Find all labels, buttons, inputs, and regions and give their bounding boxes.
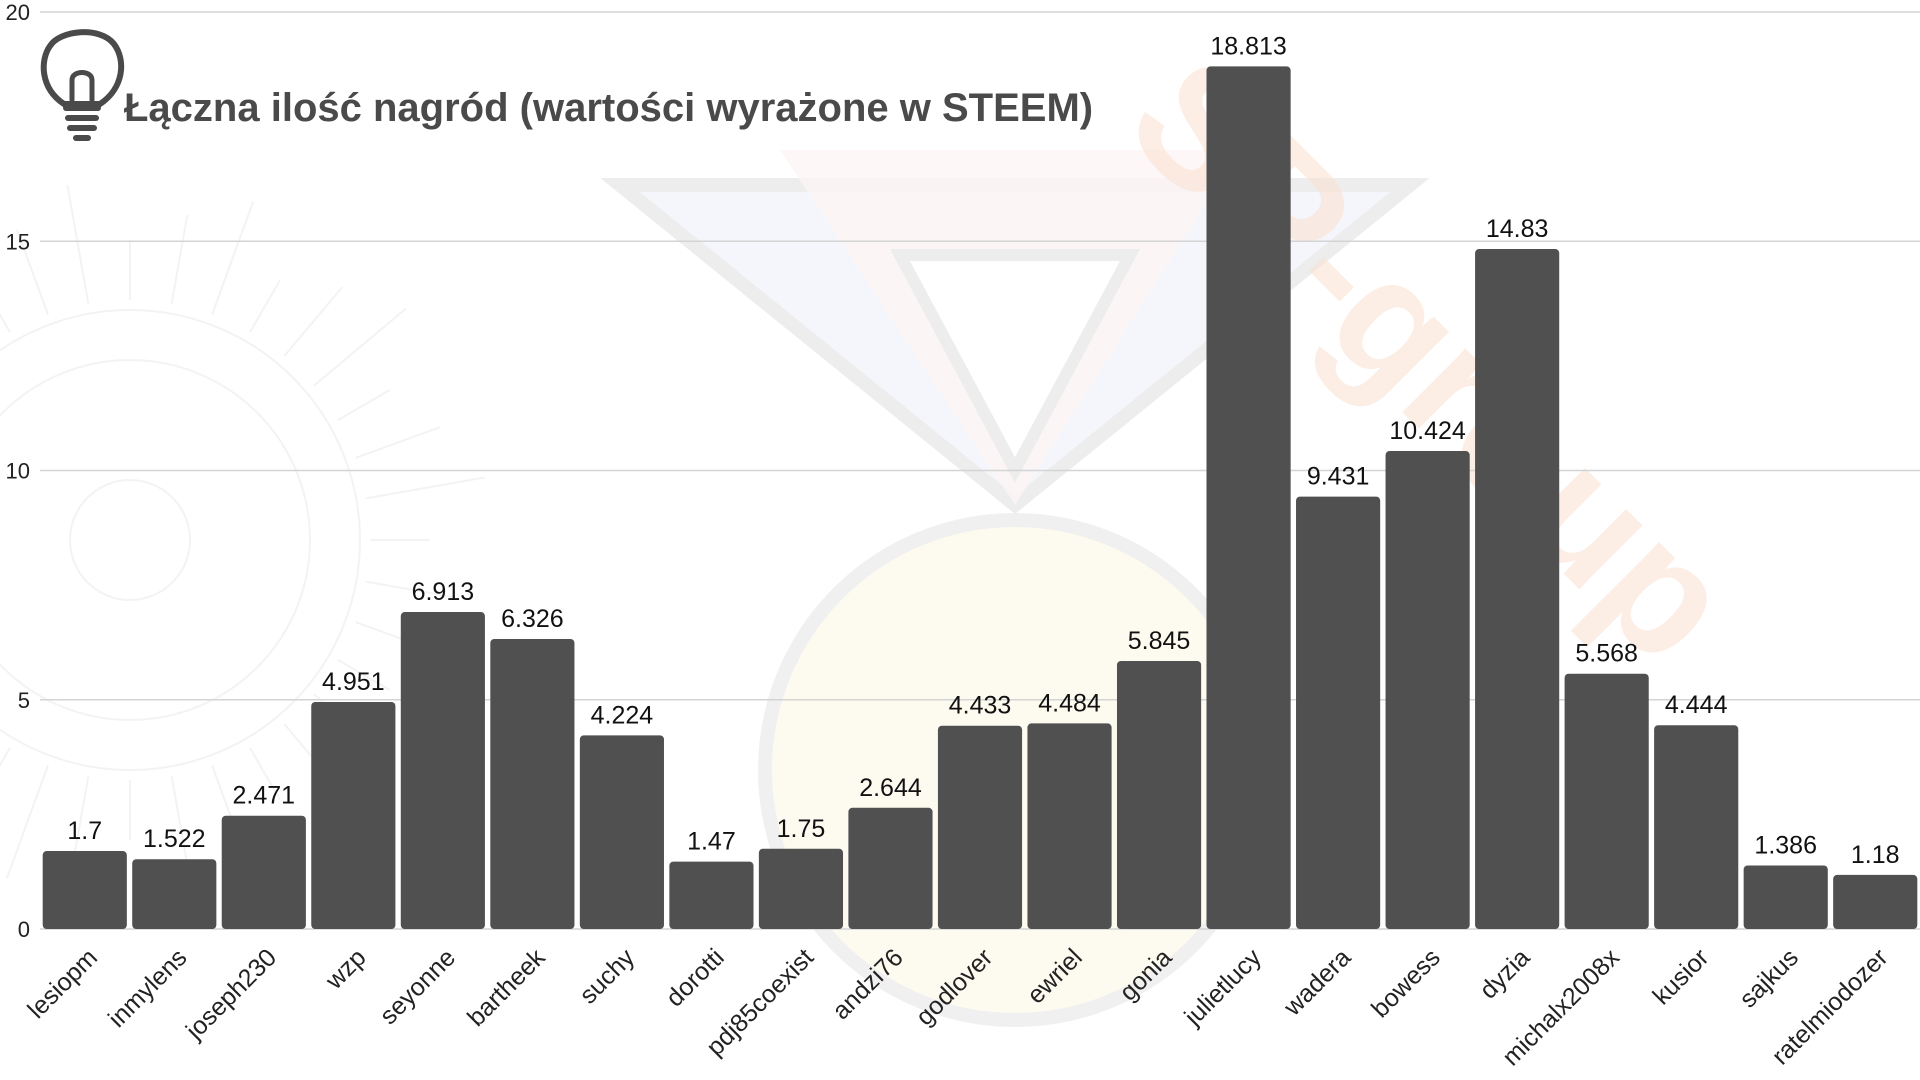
- lightbulb-icon: [40, 29, 125, 141]
- bar-lesiopm: [42, 851, 127, 929]
- value-label: 10.424: [1389, 417, 1466, 445]
- category-label: lesiopm: [22, 943, 103, 1024]
- value-label: 6.913: [412, 578, 475, 606]
- bar-wadera: [1296, 496, 1381, 929]
- value-label: 2.471: [233, 782, 296, 810]
- value-label: 2.644: [859, 774, 922, 802]
- bar-julietlucy: [1206, 66, 1291, 929]
- value-label: 1.522: [143, 825, 206, 853]
- value-label: 4.951: [322, 668, 385, 696]
- bar-inmylens: [132, 859, 217, 929]
- category-label: bowess: [1366, 943, 1446, 1023]
- y-tick-label: 15: [6, 229, 30, 254]
- bar-gonia: [1116, 661, 1202, 929]
- bar-kusior: [1654, 725, 1739, 929]
- y-tick-label: 10: [6, 459, 30, 484]
- category-label: seyonne: [374, 943, 461, 1030]
- bar-bowess: [1385, 451, 1470, 929]
- value-label: 4.444: [1665, 691, 1728, 719]
- y-tick-label: 5: [18, 688, 30, 713]
- value-label: 4.224: [591, 701, 654, 729]
- bar-ratelmiodozer: [1833, 874, 1918, 929]
- bar-suchy: [579, 735, 664, 929]
- value-label: 1.75: [777, 815, 826, 843]
- value-labels: 1.7 1.522 2.471 4.951 6.913 6.326 4.224 1.47 1.7…: [67, 32, 1899, 868]
- bars: [42, 66, 1918, 929]
- value-label: 1.386: [1754, 831, 1817, 859]
- value-label: 4.484: [1038, 689, 1101, 717]
- value-label: 5.568: [1575, 640, 1638, 668]
- value-label: 1.47: [687, 828, 736, 856]
- bar-joseph230: [221, 815, 306, 929]
- value-label: 5.845: [1128, 627, 1191, 655]
- value-label: 4.433: [949, 692, 1012, 720]
- category-label: wzp: [320, 943, 372, 995]
- category-label: suchy: [574, 943, 640, 1009]
- y-axis-ticks: 0 5 10 15 20: [6, 0, 30, 942]
- bar-pdj85coexist: [758, 848, 844, 929]
- bar-seyonne: [400, 612, 485, 929]
- bar-sajkus: [1743, 865, 1828, 929]
- value-label: 1.18: [1851, 841, 1900, 869]
- y-tick-label: 0: [18, 917, 30, 942]
- value-label: 14.83: [1486, 215, 1549, 243]
- category-label: kusior: [1647, 943, 1714, 1010]
- y-tick-label: 20: [6, 0, 30, 25]
- category-label: sajkus: [1734, 943, 1804, 1013]
- bar-andzi76: [848, 807, 933, 929]
- bar-ewriel: [1027, 723, 1112, 929]
- bar-dyzia: [1475, 249, 1560, 929]
- category-label: bartheek: [462, 943, 551, 1032]
- category-label: dyzia: [1474, 943, 1535, 1004]
- category-label: inmylens: [103, 943, 193, 1033]
- value-label: 1.7: [67, 817, 102, 845]
- category-label: wadera: [1278, 943, 1357, 1022]
- bar-michalx2008x: [1564, 673, 1649, 929]
- value-label: 6.326: [501, 605, 564, 633]
- bar-godlover: [937, 725, 1023, 929]
- value-label: 9.431: [1307, 463, 1370, 491]
- bar-dorotti: [669, 861, 754, 929]
- category-label: joseph230: [180, 943, 282, 1045]
- bar-wzp: [311, 701, 396, 929]
- value-label: 18.813: [1210, 32, 1286, 60]
- bar-bartheek: [490, 638, 575, 929]
- category-label: dorotti: [661, 943, 730, 1012]
- chart-title: Łączna ilość nagród (wartości wyrażone w…: [124, 86, 1093, 130]
